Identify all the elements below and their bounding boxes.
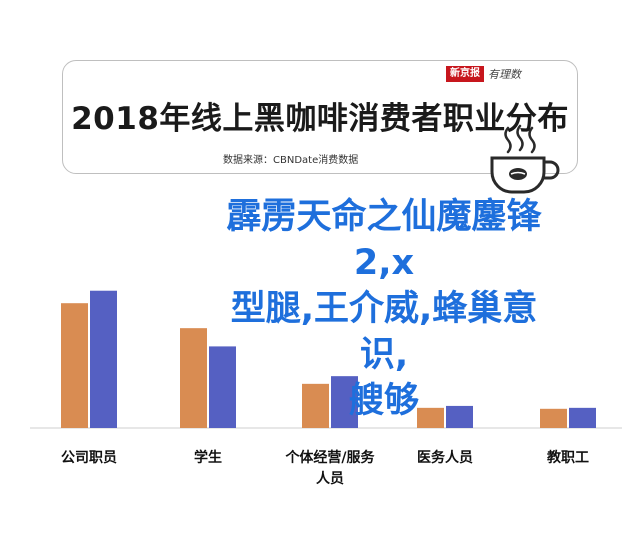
bar-series-2-5 bbox=[569, 407, 596, 428]
bar-series-2-3 bbox=[331, 376, 358, 428]
overlay-line-3: 艘够 bbox=[348, 381, 419, 421]
coffee-cup-icon bbox=[490, 124, 560, 194]
category-label-2: 学生 bbox=[194, 449, 222, 466]
category-label-5: 教职工 bbox=[547, 449, 589, 466]
chart-title: 2018年线上黑咖啡消费者职业分布 bbox=[71, 101, 569, 137]
bar-series-1-1 bbox=[61, 303, 88, 428]
bar-series-1-3 bbox=[302, 383, 329, 428]
overlay-text: 霹雳天命之仙魔鏖锋2,x 型腿,王介威,蜂巢意识, 艘够 bbox=[214, 194, 554, 424]
data-source-note: 数据来源：CBNDate消费数据 bbox=[223, 155, 359, 166]
overlay-line-2: 型腿,王介威,蜂巢意识, bbox=[230, 289, 538, 375]
watermark-text: 有理数 bbox=[488, 68, 521, 81]
bar-series-1-5 bbox=[540, 408, 567, 428]
category-label-3-line-1: 个体经营/服务 bbox=[284, 449, 375, 466]
bar-series-1-4 bbox=[417, 407, 444, 428]
watermark: 新京报 有理数 bbox=[446, 66, 521, 82]
bar-series-2-2 bbox=[209, 346, 236, 428]
header-card bbox=[62, 60, 578, 174]
watermark-badge: 新京报 bbox=[446, 66, 484, 82]
category-label-1: 公司职员 bbox=[61, 450, 117, 466]
bar-series-2-4 bbox=[446, 405, 473, 428]
bar-series-1-2 bbox=[180, 328, 207, 428]
overlay-line-1: 霹雳天命之仙魔鏖锋2,x bbox=[226, 197, 542, 283]
bar-series-2-1 bbox=[90, 290, 117, 428]
category-label-4: 医务人员 bbox=[417, 449, 473, 466]
category-label-3-line-2: 人员 bbox=[316, 470, 344, 487]
